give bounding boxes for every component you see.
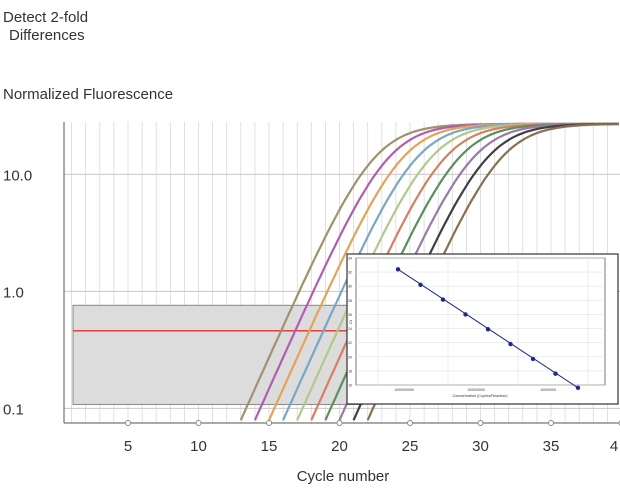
- x-tick-label: 5: [124, 438, 132, 455]
- inset-data-point: [553, 371, 558, 376]
- inset-x-axis-label: Concentration (Copies/Reaction): [452, 394, 508, 398]
- chart-title: Detect 2-fold Differences: [3, 9, 88, 45]
- x-tick-label: 30: [472, 438, 489, 455]
- x-tick-marker: [195, 420, 202, 426]
- x-tick-marker: [336, 420, 343, 426]
- inset-x-tick-label: 10000000: [540, 388, 556, 392]
- x-tick-marker: [477, 420, 484, 426]
- inset-y-tick-label: 26: [348, 313, 352, 317]
- inset-data-point: [395, 267, 401, 272]
- x-tick-label: 10: [190, 438, 207, 455]
- inset-data-point: [440, 297, 446, 302]
- y-tick-label: 1.0: [3, 284, 24, 301]
- inset-data-point: [463, 312, 468, 317]
- inset-x-tick-label: 100000000: [467, 388, 485, 392]
- axes: 5 10 15 20 25 30 35 4 0.1 1.0 10.0: [3, 122, 620, 455]
- inset-y-tick-label: 20: [348, 355, 352, 359]
- chart-title-line1: Detect 2-fold: [3, 9, 89, 26]
- baseline-band: [72, 304, 364, 405]
- inset-data-point: [575, 385, 581, 391]
- inset-data-point: [530, 356, 536, 362]
- chart-title-line2: Differences: [9, 27, 85, 44]
- y-tick-label: 10.0: [3, 167, 32, 184]
- inset-data-point: [418, 282, 423, 288]
- inset-x-tick-label: 1000000000: [394, 388, 414, 392]
- inset-plot-area: [355, 257, 606, 386]
- x-tick-marker: [407, 420, 413, 426]
- inset-y-tick-label: 24: [348, 327, 352, 331]
- inset-data-point: [508, 341, 513, 347]
- x-tick-label: 20: [331, 438, 348, 455]
- x-axis-label: Cycle number: [297, 468, 390, 485]
- inset-y-tick-label: 28: [348, 299, 352, 303]
- inset-data-point: [485, 327, 491, 332]
- inset-y-tick-label: 22: [348, 341, 352, 345]
- inset-y-tick-label: 32: [348, 271, 352, 275]
- x-tick-label: 15: [261, 438, 278, 455]
- x-tick-label: 4: [610, 438, 618, 455]
- x-tick-label: 25: [402, 438, 419, 455]
- baseline-band-rect: [72, 304, 364, 405]
- x-tick-marker: [125, 420, 131, 426]
- standard-curve-inset: 34 32 30 28 26 24 22 20 18 16 1000000000 100000000 1…: [346, 253, 619, 405]
- x-tick-label: 35: [543, 438, 560, 455]
- x-tick-marker: [266, 420, 272, 426]
- x-tick-marker: [548, 420, 554, 426]
- y-tick-label: 0.1: [3, 401, 24, 418]
- inset-y-axis-label: Ct: [348, 319, 353, 324]
- y-axis-label: Normalized Fluorescence: [3, 86, 174, 103]
- inset-y-tick-label: 18: [348, 369, 352, 373]
- inset-y-tick-label: 34: [348, 257, 352, 261]
- inset-y-tick-label: 30: [348, 285, 352, 289]
- inset-y-tick-label: 16: [348, 384, 352, 388]
